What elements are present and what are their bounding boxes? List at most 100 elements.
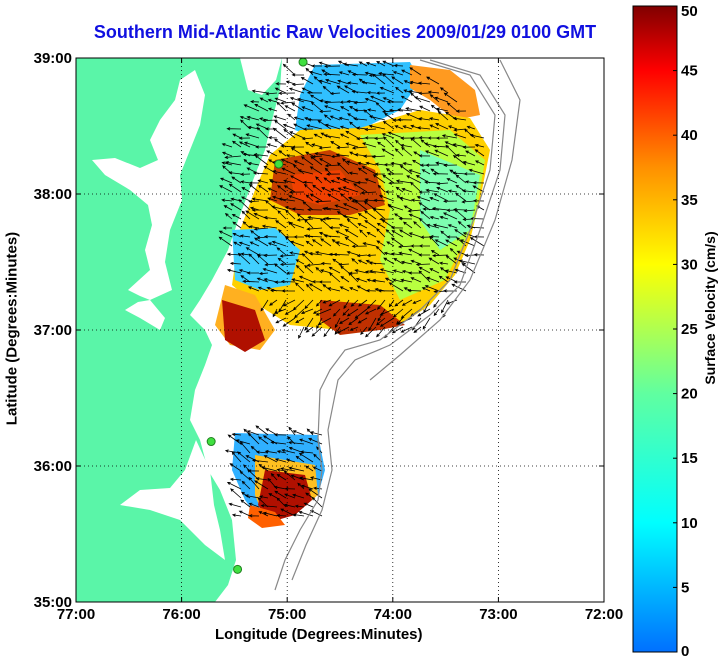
velocity-arrow	[247, 432, 260, 445]
velocity-arrow	[246, 430, 260, 436]
x-tick-label: 77:00	[57, 606, 95, 623]
velocity-arrow	[306, 263, 323, 267]
velocity-arrow	[257, 254, 269, 265]
velocity-arrow	[302, 180, 314, 185]
velocity-arrow	[275, 317, 287, 324]
colorbar-tick-label: 25	[681, 321, 698, 338]
colorbar-tick-label: 50	[681, 3, 698, 20]
velocity-arrow	[244, 494, 260, 499]
velocity-arrow	[305, 465, 314, 472]
velocity-arrow	[257, 436, 269, 445]
velocity-arrow	[227, 434, 242, 445]
velocity-arrow	[360, 326, 368, 335]
velocity-arrow	[306, 234, 323, 238]
colorbar-tick-label: 20	[681, 386, 698, 403]
velocity-arrow	[318, 280, 332, 284]
velocity-arrow	[263, 235, 278, 239]
velocity-arrow	[281, 289, 296, 293]
velocity-arrow	[308, 488, 323, 499]
velocity-arrow	[431, 206, 449, 211]
velocity-arrow	[394, 213, 404, 220]
velocity-arrow	[401, 146, 413, 157]
velocity-arrow	[285, 154, 296, 158]
velocity-arrow	[322, 284, 332, 292]
velocity-arrow	[474, 143, 485, 148]
velocity-arrow	[257, 286, 269, 292]
velocity-arrow	[458, 259, 476, 265]
velocity-arrow	[392, 308, 404, 318]
velocity-arrow	[328, 272, 341, 283]
velocity-arrow	[253, 227, 269, 231]
velocity-arrow	[254, 237, 269, 247]
velocity-arrow	[469, 133, 485, 139]
velocity-arrow	[267, 242, 278, 247]
velocity-arrow	[289, 131, 305, 139]
velocity-arrow	[248, 225, 260, 229]
velocity-arrow	[258, 271, 269, 276]
velocity-arrow	[364, 219, 377, 229]
x-tick-label: 72:00	[585, 606, 623, 623]
velocity-arrow	[346, 251, 359, 256]
velocity-arrow	[219, 185, 233, 193]
velocity-arrow	[254, 104, 269, 112]
velocity-arrow	[335, 241, 350, 247]
velocity-arrow	[259, 97, 269, 103]
velocity-arrow	[401, 69, 413, 76]
velocity-arrow	[292, 430, 305, 436]
velocity-arrow	[289, 97, 305, 103]
velocity-arrow	[463, 172, 476, 176]
velocity-arrow	[472, 185, 485, 193]
velocity-arrow	[240, 252, 251, 256]
velocity-arrow	[342, 177, 359, 184]
velocity-arrow	[256, 277, 269, 283]
velocity-arrow	[457, 221, 467, 229]
velocity-arrow	[325, 78, 341, 85]
velocity-arrow	[432, 253, 449, 258]
velocity-arrow	[309, 166, 323, 175]
velocity-arrow	[334, 317, 341, 329]
velocity-arrow	[256, 126, 269, 139]
velocity-arrow	[291, 82, 305, 87]
velocity-arrow	[392, 71, 404, 76]
velocity-arrow	[318, 79, 332, 85]
velocity-arrow	[407, 209, 422, 213]
colorbar-tick-label: 15	[681, 450, 698, 467]
velocity-arrow	[272, 127, 287, 139]
velocity-arrow	[339, 317, 350, 324]
colorbar-tick-label: 10	[681, 515, 698, 532]
station-marker	[206, 437, 216, 447]
velocity-arrow	[356, 126, 368, 130]
velocity-arrow	[387, 204, 404, 211]
velocity-arrow	[433, 299, 440, 308]
velocity-arrow	[386, 241, 395, 247]
velocity-arrow	[267, 98, 278, 103]
velocity-arrow	[315, 299, 323, 307]
velocity-arrow	[290, 240, 305, 247]
velocity-arrow	[388, 181, 404, 185]
velocity-arrow	[255, 145, 268, 149]
velocity-arrow	[385, 229, 395, 238]
velocity-arrow	[314, 199, 332, 204]
velocity-arrow	[416, 196, 431, 202]
velocity-arrow	[240, 499, 251, 508]
velocity-arrow	[315, 308, 332, 316]
velocity-arrow	[264, 200, 278, 211]
velocity-arrow	[426, 223, 440, 229]
velocity-arrow	[235, 439, 251, 445]
velocity-arrow	[462, 160, 476, 166]
velocity-arrow	[376, 240, 386, 247]
velocity-arrow	[282, 123, 296, 130]
velocity-arrow	[396, 194, 404, 202]
velocity-arrow	[230, 203, 242, 211]
velocity-arrow	[356, 285, 368, 292]
colorbar-tick-label: 35	[681, 192, 698, 209]
velocity-arrow	[364, 178, 377, 184]
velocity-arrow	[236, 451, 251, 463]
velocity-arrow	[421, 287, 431, 292]
velocity-arrow	[365, 161, 377, 166]
velocity-arrow	[336, 326, 350, 334]
velocity-arrow	[283, 470, 296, 481]
velocity-arrow	[291, 278, 305, 283]
velocity-arrow	[364, 97, 377, 103]
